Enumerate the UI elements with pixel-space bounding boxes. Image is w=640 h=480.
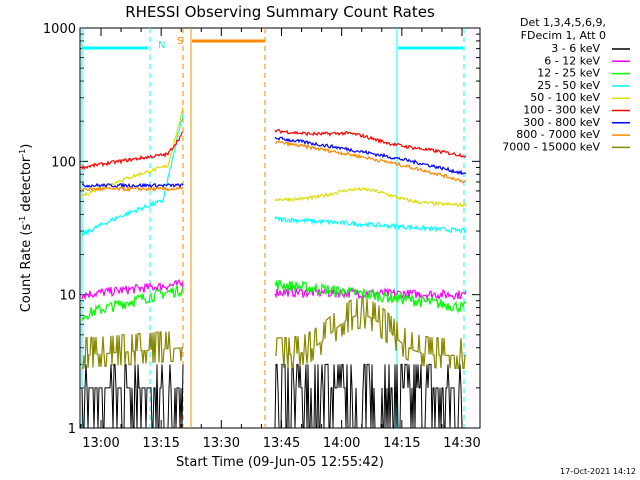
series-line-7000-15000keV [275, 297, 466, 370]
timestamp: 17-Oct-2021 14:12 [560, 467, 636, 476]
chart-title: RHESSI Observing Summary Count Rates [125, 3, 435, 21]
legend-label: 25 - 50 keV [537, 79, 600, 92]
series-line-50-100keV [274, 186, 467, 208]
series-line-3-6keV [274, 363, 400, 429]
x-axis-label: Start Time (09-Jun-05 12:55:42) [176, 455, 384, 470]
y-tick-label: 10 [59, 289, 76, 304]
x-tick-label: 13:15 [142, 436, 179, 451]
series-line-800-7000keV [275, 140, 467, 184]
night-label: N [158, 40, 165, 51]
legend-label: 12 - 25 keV [537, 67, 600, 80]
y-axis-label: Count Rate (s-1 detector-1) [18, 144, 34, 313]
y-tick-label: 1 [68, 422, 76, 437]
series-line-3-6keV-tail [399, 363, 466, 429]
series-line-300-800keV [274, 136, 467, 176]
series-line-100-300keV [81, 131, 184, 171]
series-line-7000-15000keV [81, 331, 184, 369]
series-line-3-6keV [81, 363, 184, 429]
x-tick-label: 14:15 [383, 436, 420, 451]
x-tick-label: 14:30 [443, 436, 480, 451]
x-tick-label: 13:00 [82, 436, 119, 451]
x-tick-label: 13:45 [263, 436, 300, 451]
legend-label: 100 - 300 keV [523, 104, 600, 117]
time-markers: N S [81, 28, 465, 428]
y-tick-label: 100 [51, 155, 76, 170]
legend-label: 3 - 6 keV [551, 42, 600, 55]
y-tick-label: 1000 [43, 22, 76, 37]
series-line-6-12keV [274, 286, 467, 302]
series-line-12-25keV [81, 284, 184, 321]
legend-label: 7000 - 15000 keV [502, 140, 600, 153]
series-line-300-800keV [81, 182, 184, 190]
legend-label: 800 - 7000 keV [516, 128, 600, 141]
legend-header-1: Det 1,3,4,5,6,9, [520, 16, 606, 29]
series-lines [81, 107, 467, 429]
series-line-50-100keV [81, 107, 184, 197]
series-line-800-7000keV [81, 185, 184, 193]
x-tick-label: 14:00 [323, 436, 360, 451]
series-line-6-12keV [81, 278, 184, 301]
legend-header-2: FDecim 1, Att 0 [521, 29, 606, 42]
saa-label: S [177, 36, 183, 47]
series-line-100-300keV [274, 128, 467, 158]
plot-frame [79, 27, 481, 429]
legend-label: 300 - 800 keV [523, 116, 600, 129]
legend-label: 6 - 12 keV [544, 54, 600, 67]
legend: Det 1,3,4,5,6,9, FDecim 1, Att 0 3 - 6 k… [502, 16, 630, 153]
series-line-25-50keV [274, 215, 467, 235]
series-line-12-25keV [274, 279, 467, 314]
x-tick-label: 13:30 [203, 436, 240, 451]
series-line-25-50keV [81, 114, 184, 237]
legend-label: 50 - 100 keV [530, 91, 600, 104]
